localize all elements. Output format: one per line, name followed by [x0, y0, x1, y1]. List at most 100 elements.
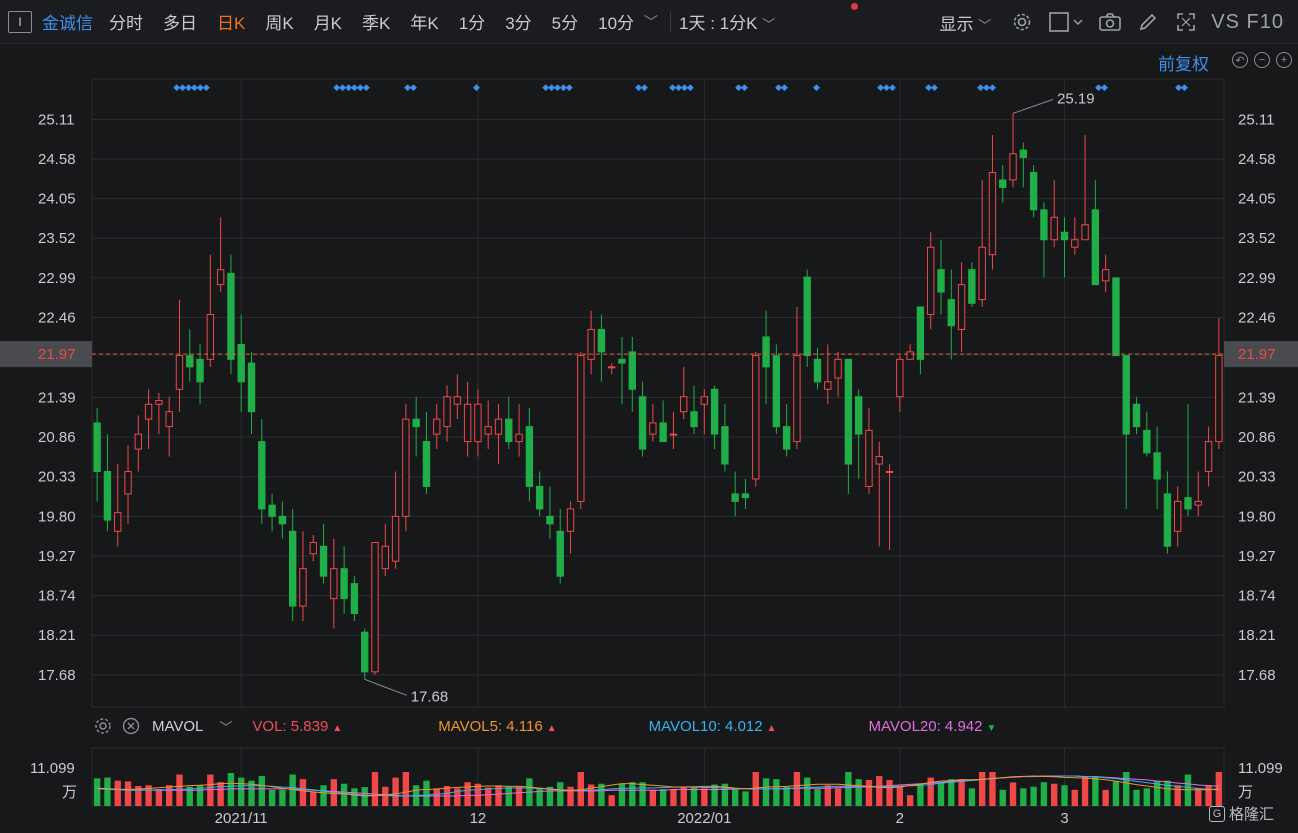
indicator-close-icon[interactable]	[122, 717, 140, 735]
draw-pencil-icon[interactable]	[1137, 11, 1159, 33]
candle-body	[577, 355, 585, 502]
settings-gear-icon[interactable]	[1011, 11, 1033, 33]
y-tick-right: 17.68	[1238, 667, 1276, 684]
candle-body	[1122, 355, 1130, 435]
volume-bar	[814, 789, 821, 806]
candle-body	[505, 418, 513, 443]
display-menu-button[interactable]: 显示 ﹀	[940, 10, 992, 35]
volume-bar	[865, 779, 873, 806]
candle-body	[525, 426, 534, 487]
vol-indicator-label: MAVOL10: 4.012	[648, 717, 763, 735]
zoom-out-icon[interactable]: −	[1254, 52, 1270, 68]
volume-bar	[340, 783, 348, 806]
volume-bar	[371, 772, 379, 806]
volume-bar	[124, 781, 132, 806]
volume-bar	[1061, 785, 1068, 806]
volume-bar	[361, 787, 368, 806]
volume-bar	[443, 786, 451, 806]
high-price-label: 25.19	[1057, 90, 1095, 107]
tab-4[interactable]: 月K	[313, 14, 343, 33]
volume-bar	[1071, 789, 1078, 806]
candle-body	[227, 272, 235, 360]
candle-body	[999, 179, 1007, 188]
tab-9[interactable]: 5分	[551, 14, 579, 33]
trend-up-icon: ▲	[332, 722, 343, 734]
layout-square-icon[interactable]	[1049, 11, 1083, 33]
candle-body	[638, 396, 647, 450]
volume-bar	[1164, 780, 1171, 806]
y-tick-left: 17.68	[38, 667, 76, 684]
volume-bar	[155, 789, 163, 806]
y-tick-right: 22.46	[1238, 309, 1276, 326]
signal-marker: ◆◆◆	[877, 82, 896, 92]
fullscreen-icon[interactable]	[1175, 11, 1197, 33]
watermark-logo: G 格隆汇	[1209, 803, 1274, 824]
candle-body	[916, 306, 925, 360]
candle-body	[1071, 239, 1079, 248]
zoom-in-icon[interactable]: +	[1276, 52, 1292, 68]
tab-10[interactable]: 10分	[598, 14, 635, 33]
volume-bar	[1102, 789, 1109, 806]
volume-bar	[968, 788, 976, 806]
mavol10-line	[97, 775, 1219, 797]
candle-body	[649, 422, 657, 435]
y-tick-right: 25.11	[1238, 111, 1274, 128]
trend-up-icon: ▲	[546, 722, 557, 734]
candle-body	[896, 358, 904, 398]
volume-bar	[659, 789, 667, 806]
stock-name-button[interactable]: 金诚信	[42, 14, 93, 33]
camera-icon[interactable]	[1099, 11, 1122, 33]
candle-body	[546, 515, 554, 525]
signal-marker: ◆	[473, 82, 480, 92]
candle-body	[793, 355, 801, 443]
candle-body	[741, 493, 750, 499]
indicator-name[interactable]: MAVOL	[152, 717, 204, 735]
undo-icon[interactable]: ↶	[1232, 52, 1248, 68]
volume-bar	[474, 783, 482, 806]
y-tick-left: 18.21	[38, 627, 76, 644]
sidebar-toggle-icon[interactable]: I	[8, 10, 32, 33]
volume-bar	[1133, 789, 1140, 806]
vs-f10-button[interactable]: VS F10	[1211, 10, 1284, 33]
volume-bar	[546, 786, 554, 806]
candle-body	[1132, 403, 1141, 428]
more-periods-chevron-icon[interactable]: ﹀	[644, 13, 659, 30]
candle-body	[278, 515, 287, 525]
y-tick-left: 25.11	[38, 111, 74, 128]
indicator-settings-icon[interactable]	[94, 717, 112, 735]
x-tick-label: 2021/11	[215, 810, 268, 827]
candle-body	[350, 583, 359, 615]
candle-body	[700, 396, 708, 405]
volume-bar	[1215, 772, 1223, 806]
indicator-chevron-icon[interactable]: ﹀	[219, 719, 233, 735]
volume-bar	[258, 776, 265, 806]
price-adjust-button[interactable]: 前复权	[1158, 55, 1209, 74]
candle-body	[947, 299, 955, 327]
candle-body	[906, 351, 914, 360]
candle-body	[1009, 153, 1017, 181]
tab-6[interactable]: 年K	[410, 14, 439, 33]
candle-body	[1040, 209, 1048, 241]
interval-selector[interactable]: 1天 : 1分K ﹀	[679, 9, 775, 34]
volume-bar	[145, 785, 152, 806]
tab-2[interactable]: 日K	[217, 14, 246, 33]
candle-body	[1101, 269, 1110, 282]
tab-5[interactable]: 季K	[362, 14, 391, 33]
y-tick-left: 24.58	[38, 151, 76, 168]
volume-bar	[1112, 781, 1120, 806]
candle-body	[247, 362, 256, 413]
volume-bar	[412, 785, 420, 806]
x-tick-label: 2	[896, 810, 904, 827]
tab-7[interactable]: 1分	[458, 14, 486, 33]
volume-bar	[330, 779, 338, 806]
volume-bar	[536, 788, 543, 806]
volume-bar	[680, 786, 687, 806]
candle-body	[381, 545, 389, 570]
signal-marker: ◆◆◆◆◆◆	[173, 82, 210, 92]
tab-8[interactable]: 3分	[505, 14, 532, 33]
volume-bar	[711, 784, 718, 806]
tab-1[interactable]: 多日	[163, 14, 197, 33]
tab-3[interactable]: 周K	[265, 14, 294, 33]
tab-0[interactable]: 分时	[109, 14, 143, 33]
